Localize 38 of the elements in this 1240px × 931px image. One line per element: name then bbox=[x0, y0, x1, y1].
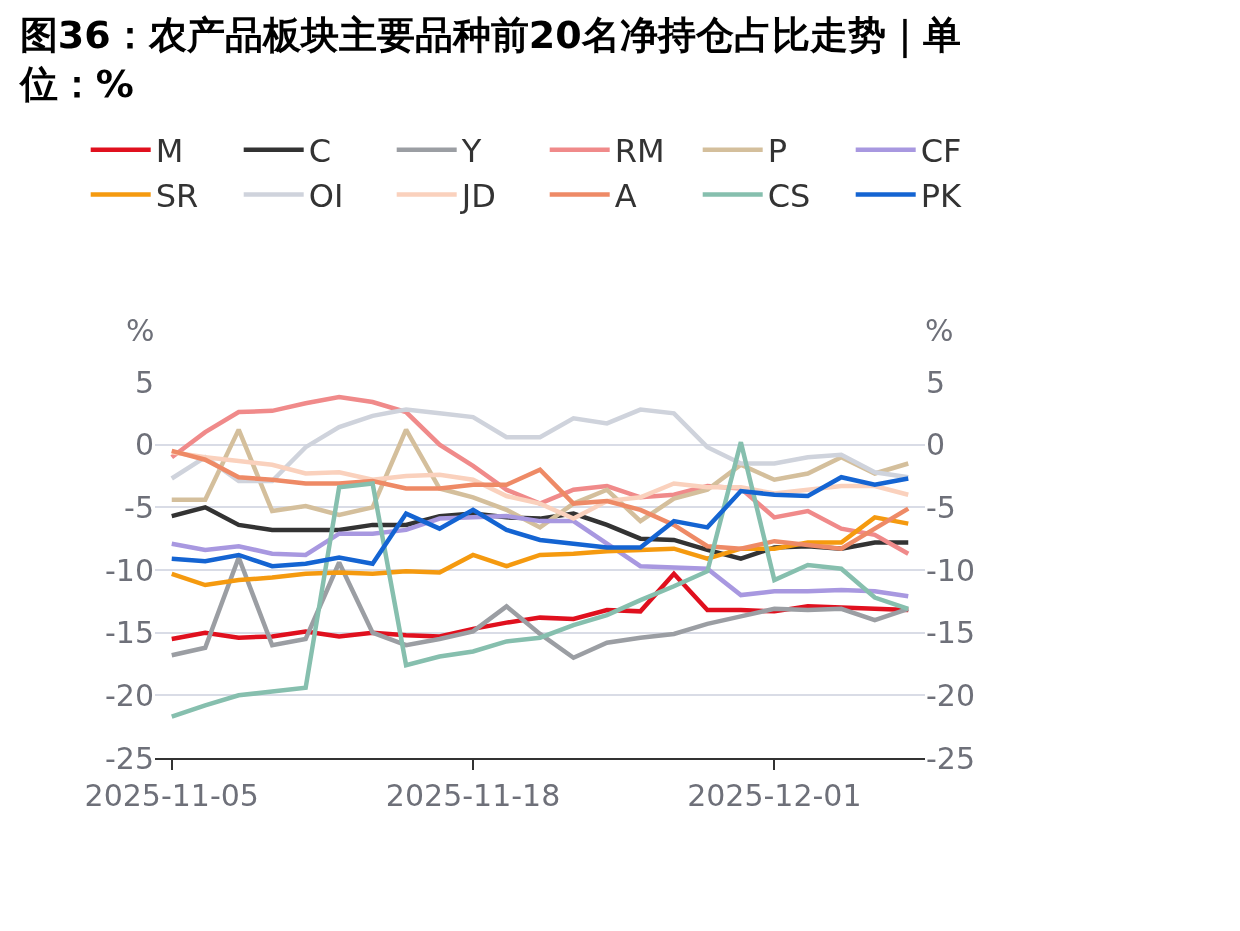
legend-label: P bbox=[767, 132, 787, 171]
legend-label: OI bbox=[308, 176, 344, 215]
y2-tick-label: -10 bbox=[926, 552, 975, 588]
y-tick-label: -20 bbox=[105, 677, 154, 713]
y-axis-title: % bbox=[126, 313, 155, 348]
x-tick-label: 2025-11-05 bbox=[84, 778, 259, 813]
y2-tick-label: 5 bbox=[926, 364, 946, 400]
legend-label: M bbox=[155, 132, 184, 171]
x-tick-label: 2025-11-18 bbox=[385, 778, 561, 813]
legend-label: SR bbox=[155, 176, 199, 215]
x-tick-label: 2025-12-01 bbox=[687, 778, 862, 813]
line-series bbox=[169, 448, 911, 551]
line-series bbox=[169, 555, 911, 660]
line-series bbox=[169, 439, 911, 719]
y2-tick-label: -25 bbox=[926, 740, 975, 776]
legend-label: Y bbox=[460, 132, 482, 171]
line-series bbox=[169, 513, 911, 599]
y2-axis-title: % bbox=[925, 313, 954, 348]
chart-title: 图36：农产品板块主要品种前20名净持仓占比走势｜单位：% bbox=[17, 12, 961, 106]
y-tick-label: -15 bbox=[105, 615, 154, 651]
y2-tick-label: -20 bbox=[926, 677, 975, 713]
legend-label: C bbox=[308, 132, 332, 171]
legend-label: CF bbox=[920, 132, 962, 171]
y-tick-label: 5 bbox=[134, 364, 154, 400]
legend-label: PK bbox=[920, 176, 962, 215]
y-tick-label: -25 bbox=[105, 740, 154, 776]
y2-tick-label: -5 bbox=[926, 489, 956, 525]
legend-label: A bbox=[614, 176, 637, 215]
y-tick-label: 0 bbox=[134, 427, 154, 463]
y-tick-label: -10 bbox=[105, 552, 154, 588]
y2-tick-label: 0 bbox=[926, 427, 946, 463]
legend-label: CS bbox=[767, 176, 811, 215]
legend-label: RM bbox=[614, 132, 665, 171]
line-series bbox=[169, 475, 911, 569]
y-tick-label: -5 bbox=[124, 489, 154, 525]
y2-tick-label: -15 bbox=[926, 615, 975, 651]
line-series bbox=[169, 515, 911, 588]
legend-label: JD bbox=[459, 176, 496, 215]
